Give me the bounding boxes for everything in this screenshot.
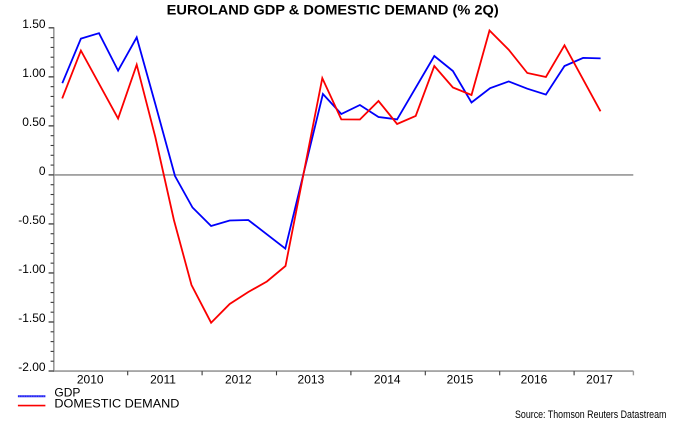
- svg-text:-1.50: -1.50: [18, 311, 46, 325]
- svg-text:2013: 2013: [298, 373, 325, 387]
- svg-text:0: 0: [39, 164, 46, 178]
- svg-text:Source: Thomson Reuters Datast: Source: Thomson Reuters Datastream: [515, 409, 667, 421]
- svg-text:DOMESTIC DEMAND: DOMESTIC DEMAND: [54, 396, 179, 410]
- svg-text:1.50: 1.50: [22, 17, 46, 31]
- svg-text:GDP: GDP: [54, 385, 80, 399]
- svg-text:-2.00: -2.00: [18, 360, 46, 374]
- svg-text:2016: 2016: [521, 373, 548, 387]
- svg-text:2017: 2017: [586, 373, 613, 387]
- svg-text:-0.50: -0.50: [18, 213, 46, 227]
- svg-text:2010: 2010: [77, 373, 104, 387]
- svg-text:-1.00: -1.00: [18, 262, 46, 276]
- svg-text:2014: 2014: [374, 373, 401, 387]
- svg-text:2015: 2015: [447, 373, 474, 387]
- svg-text:2012: 2012: [225, 373, 252, 387]
- svg-text:EUROLAND GDP & DOMESTIC DEMAND: EUROLAND GDP & DOMESTIC DEMAND (% 2Q): [167, 1, 499, 17]
- svg-text:2011: 2011: [150, 373, 176, 387]
- svg-text:1.00: 1.00: [22, 66, 46, 80]
- svg-text:0.50: 0.50: [22, 115, 46, 129]
